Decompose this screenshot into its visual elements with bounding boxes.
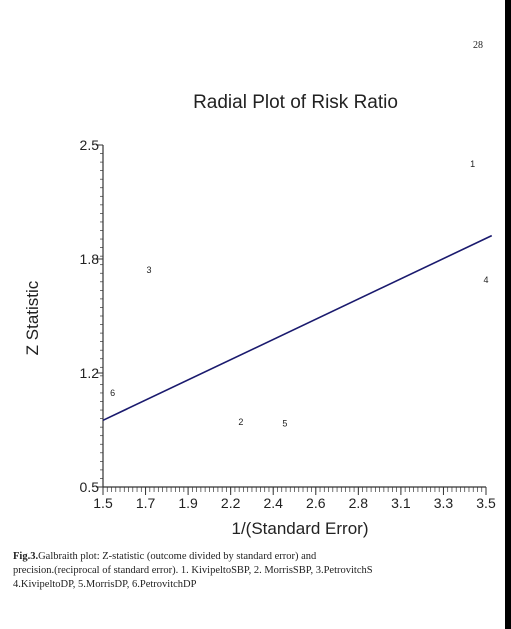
chart-title: Radial Plot of Risk Ratio	[193, 92, 398, 113]
x-tick-label: 1.9	[178, 495, 198, 511]
caption-line-2: precision.(reciprocal of standard error)…	[13, 565, 373, 576]
x-tick-label: 1.7	[136, 495, 156, 511]
x-tick-label: 2.4	[263, 495, 283, 511]
x-tick-label: 3.5	[476, 495, 496, 511]
right-edge-bar	[505, 0, 511, 629]
data-point-2: 2	[238, 417, 243, 427]
x-tick-label: 3.3	[434, 495, 454, 511]
data-point-6: 6	[110, 388, 115, 398]
x-tick-label: 2.8	[349, 495, 369, 511]
y-tick-label: 0.5	[80, 479, 100, 495]
y-tick-label: 1.8	[80, 251, 100, 267]
caption-line-1-text: Galbraith plot: Z-statistic (outcome div…	[38, 551, 317, 562]
figure-caption: Fig.3.Galbraith plot: Z-statistic (outco…	[13, 550, 511, 592]
data-point-5: 5	[282, 419, 287, 429]
fit-line	[102, 234, 493, 422]
caption-line-3: 4.KivipeltoDP, 5.MorrisDP, 6.PetrovitchD…	[13, 579, 197, 590]
y-tick-label: 2.5	[80, 137, 100, 153]
y-axis-label: Z Statistic	[23, 280, 42, 355]
x-tick-label: 1.5	[93, 495, 113, 511]
data-point-3: 3	[146, 265, 151, 275]
x-tick-label: 2.6	[306, 495, 326, 511]
y-tick-label: 1.2	[80, 365, 100, 381]
page-number: 28	[473, 40, 483, 51]
x-axis-label: 1/(Standard Error)	[232, 519, 369, 538]
data-points: 1 2 3 4 5 6	[110, 159, 488, 429]
x-tick-label: 3.1	[391, 495, 411, 511]
data-point-1: 1	[470, 159, 475, 169]
data-point-4: 4	[483, 275, 488, 285]
caption-line-1: Fig.3.Galbraith plot: Z-statistic (outco…	[13, 550, 511, 564]
x-tick-label: 2.2	[221, 495, 241, 511]
axes: 1.5 1.7 1.9 2.2 2.4 2.6 2.8 3.1 3.3 3.5 0.5 1.2 1.8 2…	[80, 137, 496, 511]
caption-label: Fig.3.	[13, 551, 39, 562]
fit-line-group	[102, 234, 493, 422]
